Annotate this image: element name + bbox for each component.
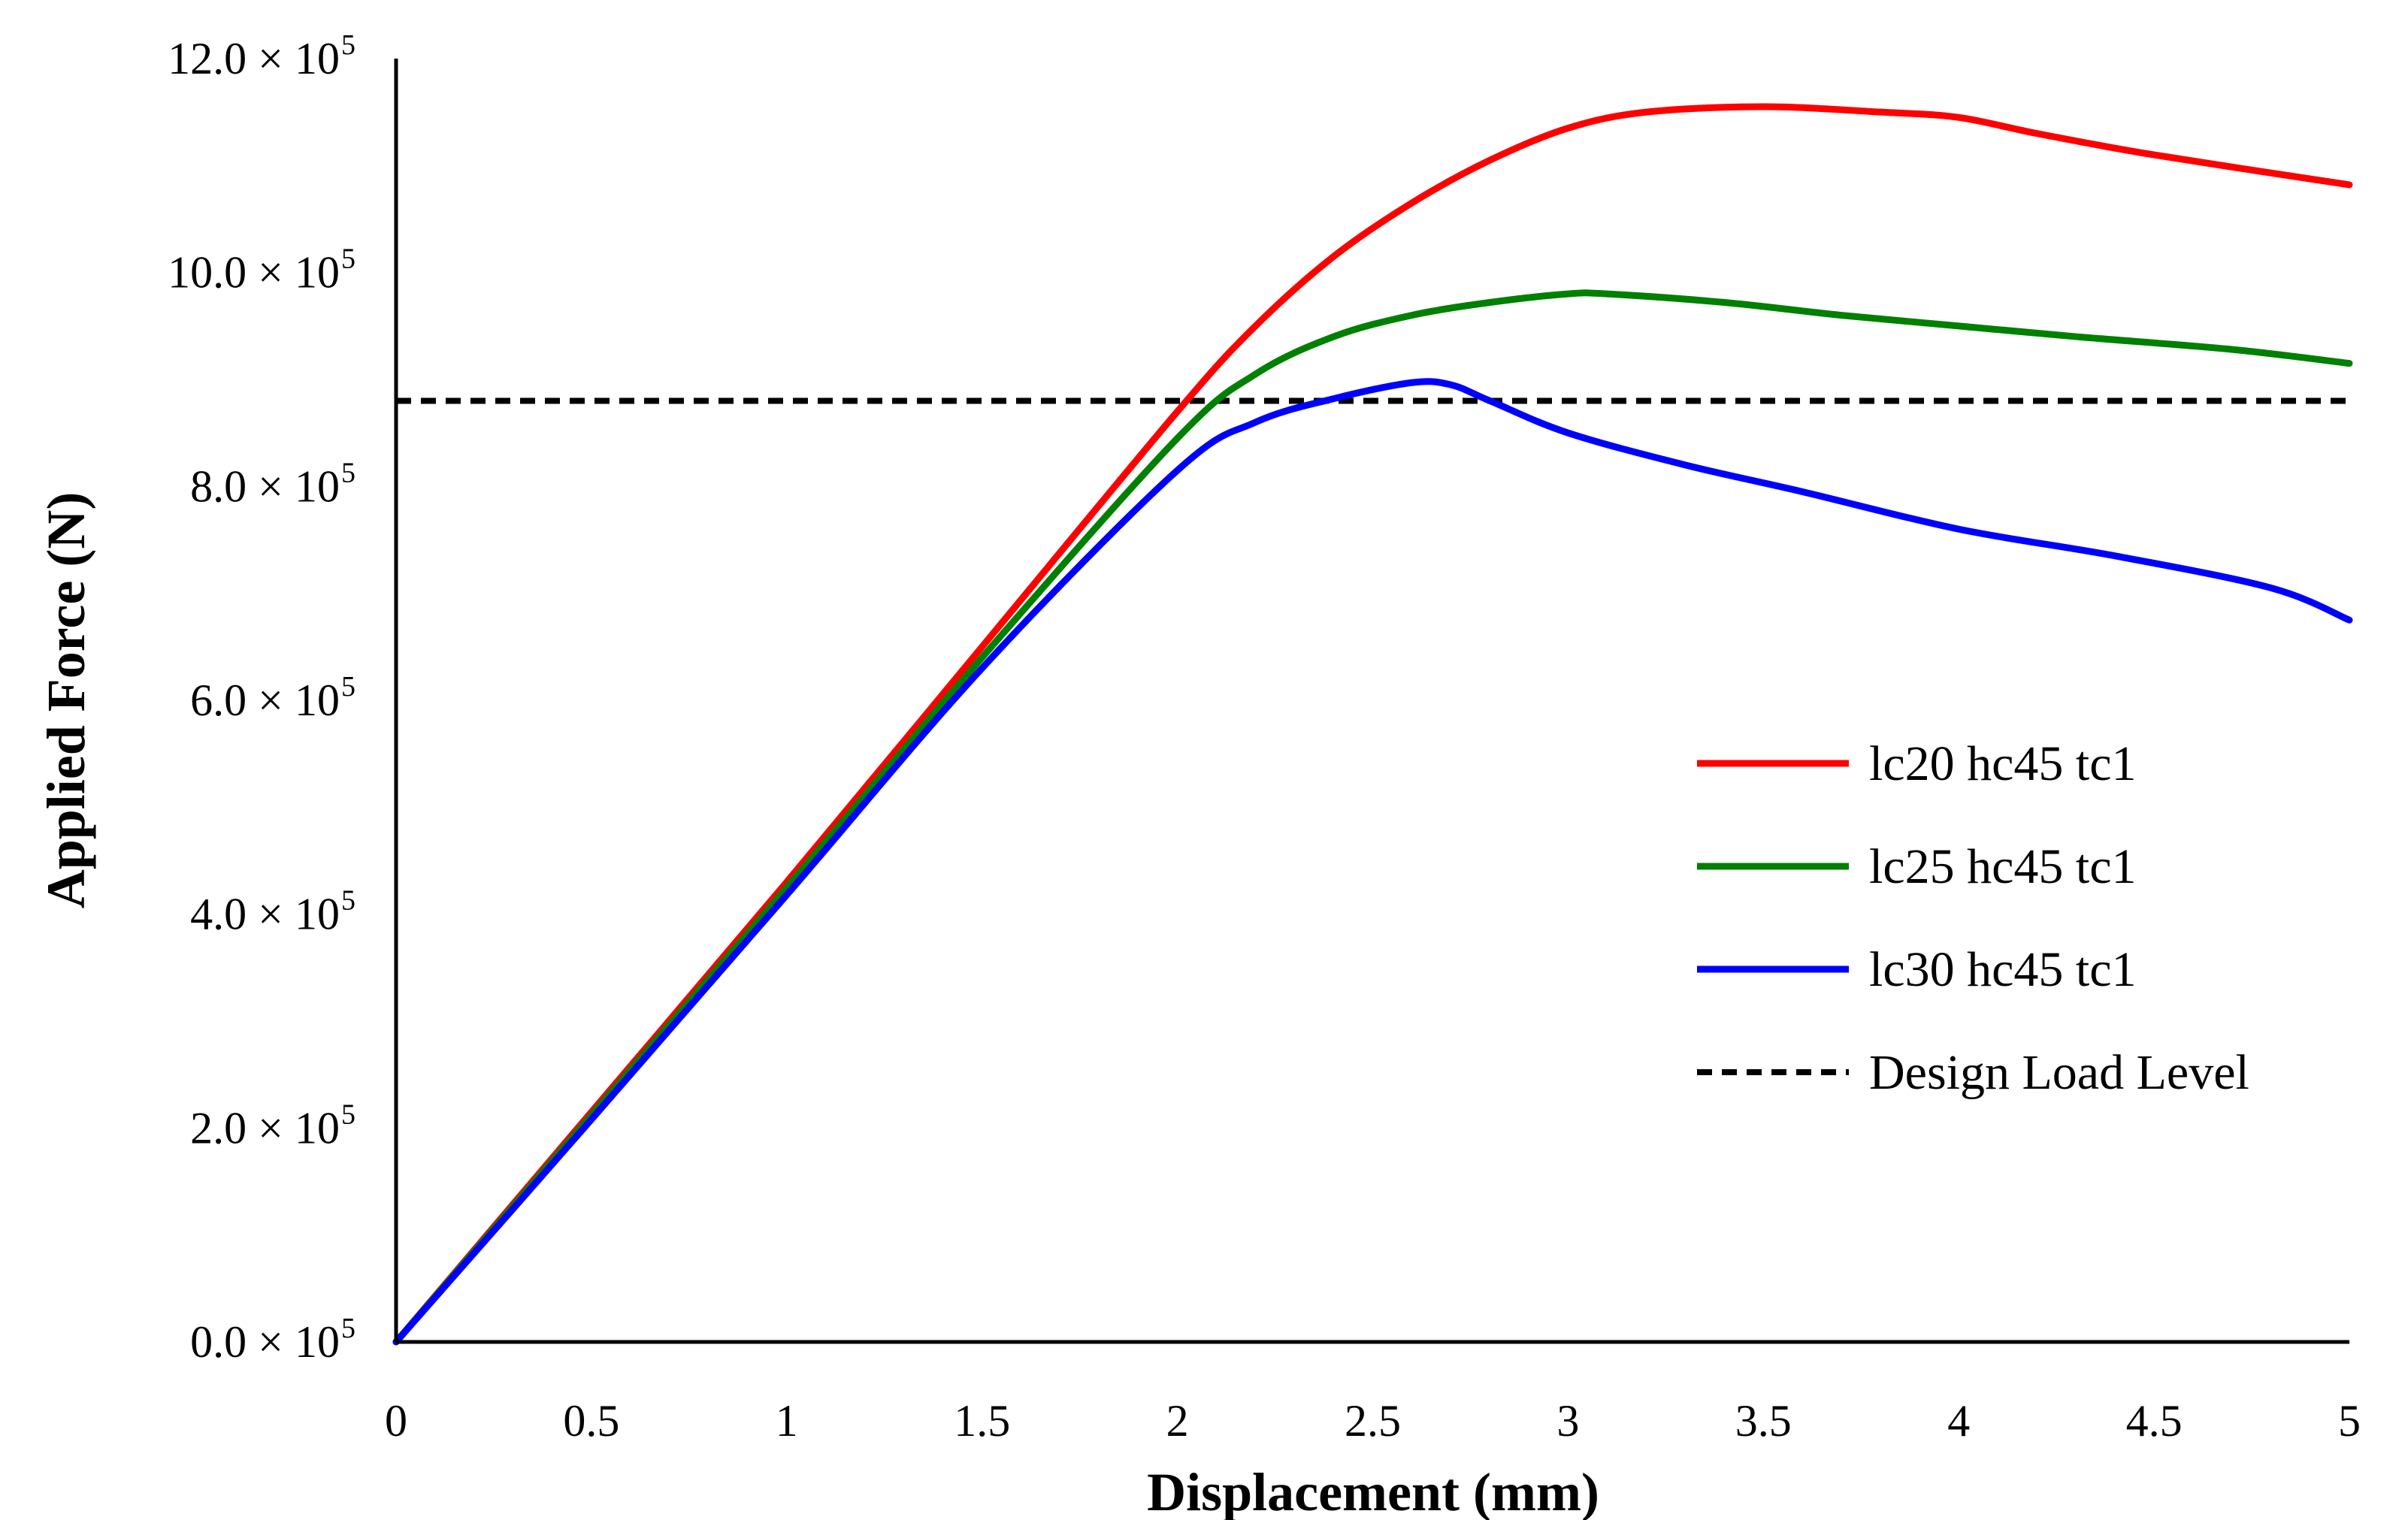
legend-label: lc30 hc45 tc1	[1869, 942, 2137, 997]
x-tick-label: 1.5	[954, 1396, 1010, 1446]
y-tick-exponent: 5	[341, 457, 355, 488]
legend-label: lc25 hc45 tc1	[1869, 839, 2137, 894]
y-tick-exponent: 5	[341, 29, 355, 61]
series-line-lc20-hc45-tc1	[392, 103, 2353, 1346]
x-axis-title: Displacement (mm)	[1147, 1462, 1599, 1520]
y-tick-exponent: 5	[341, 1098, 355, 1130]
x-tick-label: 3.5	[1735, 1396, 1792, 1446]
x-tick-label: 1	[776, 1396, 798, 1446]
x-tick-label: 2	[1166, 1396, 1189, 1446]
y-tick-label: 12.0 × 10	[168, 34, 340, 83]
y-tick-exponent: 5	[341, 243, 355, 275]
series-layer	[392, 103, 2353, 1346]
series-line-lc30-hc45-tc1	[392, 378, 2353, 1346]
y-tick-label: 0.0 × 10	[190, 1317, 340, 1367]
legend: lc20 hc45 tc1 lc25 hc45 tc1 lc30 hc45 tc1 D…	[1697, 736, 2249, 1100]
axes-layer	[394, 59, 2349, 1344]
y-tick-label: 2.0 × 10	[190, 1103, 340, 1153]
legend-label: lc20 hc45 tc1	[1869, 736, 2137, 791]
y-tick-label: 4.0 × 10	[190, 890, 340, 939]
y-tick-label: 6.0 × 10	[190, 675, 340, 725]
y-tick-exponent: 5	[341, 885, 355, 917]
y-tick-label: 8.0 × 10	[190, 461, 340, 511]
y-axis-title: Applied Force (N)	[36, 492, 96, 909]
series-line-lc25-hc45-tc1	[392, 289, 2353, 1346]
x-tick-labels: 0 0.5 1 1.5 2 2.5 3 3.5 4 4.5 5	[385, 1396, 2361, 1446]
y-tick-label: 10.0 × 10	[168, 248, 340, 298]
legend-label: Design Load Level	[1869, 1045, 2249, 1100]
y-tick-labels: 0.0 × 10 52.0 × 10 54.0 × 10 56.0 × 10 58.0 …	[168, 29, 355, 1367]
x-tick-label: 0.5	[563, 1396, 619, 1446]
x-tick-label: 4	[1947, 1396, 1970, 1446]
x-tick-label: 4.5	[2126, 1396, 2183, 1446]
x-tick-label: 3	[1556, 1396, 1579, 1446]
x-tick-label: 2.5	[1345, 1396, 1401, 1446]
y-tick-exponent: 5	[341, 1313, 355, 1344]
x-tick-label: 0	[385, 1396, 407, 1446]
x-tick-label: 5	[2338, 1396, 2361, 1446]
y-tick-exponent: 5	[341, 671, 355, 703]
